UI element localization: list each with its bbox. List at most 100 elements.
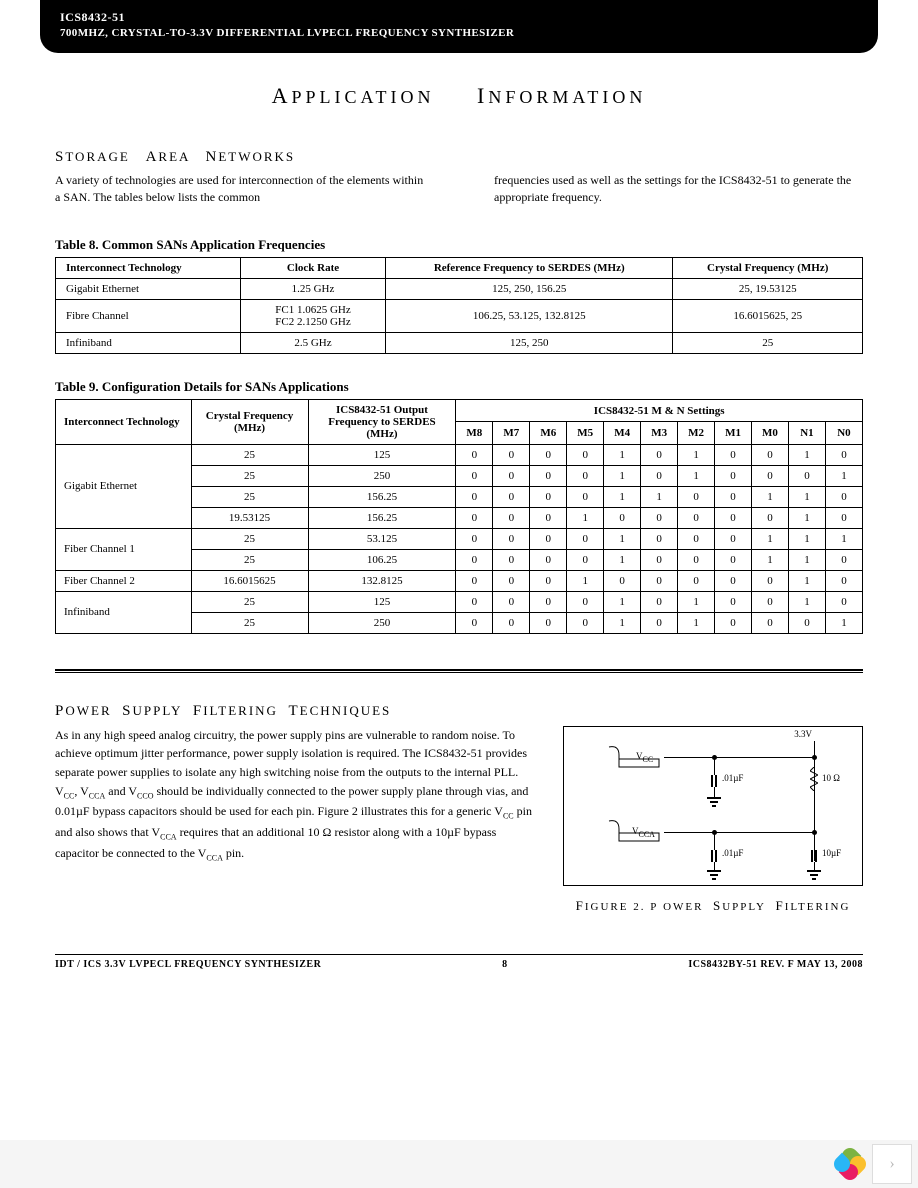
t9-bit-cell: 0 (825, 591, 862, 612)
t9-bit-cell: 0 (752, 507, 789, 528)
t9-tech-cell: Gigabit Ethernet (56, 444, 192, 528)
t9-bit-cell: 0 (825, 549, 862, 570)
next-page-button[interactable]: › (872, 1144, 912, 1184)
t9-bit-header: M4 (604, 422, 641, 445)
t8-cell: FC1 1.0625 GHz FC2 2.1250 GHz (241, 299, 386, 332)
title-word: NFORMATION (488, 87, 646, 107)
h-word: UPPLY (132, 703, 182, 718)
t9-bit-cell: 0 (715, 549, 752, 570)
t9-bit-cell: 0 (641, 444, 678, 465)
t9-tech-cell: Fiber Channel 2 (56, 570, 192, 591)
footer: IDT / ICS 3.3V LVPECL FREQUENCY SYNTHESI… (55, 954, 863, 970)
t9-bit-cell: 1 (641, 486, 678, 507)
h-word: ILTERING (203, 703, 278, 718)
t9-bit-cell: 0 (456, 528, 493, 549)
t9-bit-header: M1 (715, 422, 752, 445)
t9-bit-cell: 0 (456, 486, 493, 507)
t9-xtal-cell: 25 (191, 591, 308, 612)
viewer-toolbar: › (0, 1140, 918, 1188)
power-heading: POWER SUPPLY FILTERING TECHNIQUES (55, 703, 863, 720)
t9-bit-cell: 0 (530, 612, 567, 633)
title-word: PPLICATION (292, 87, 435, 107)
t9-bit-cell: 0 (530, 549, 567, 570)
t8-cell: 16.6015625, 25 (673, 299, 863, 332)
t9-bit-cell: 0 (567, 549, 604, 570)
h-word: OWER (65, 703, 111, 718)
figure-2: 3.3V .01µF 10 Ω (563, 726, 863, 914)
h-word: ETWORKS (218, 149, 295, 164)
t9-bit-header: M5 (567, 422, 604, 445)
t9-bit-cell: 0 (567, 465, 604, 486)
t9-bit-cell: 0 (678, 507, 715, 528)
t9-bit-cell: 0 (567, 591, 604, 612)
t9-bit-cell: 1 (567, 507, 604, 528)
t9-bit-cell: 0 (530, 528, 567, 549)
h-letter: S (55, 149, 65, 165)
t9-h-tech: Interconnect Technology (56, 399, 192, 444)
t9-out-cell: 250 (308, 612, 456, 633)
t9-bit-cell: 1 (678, 444, 715, 465)
t9-bit-cell: 0 (567, 612, 604, 633)
t8-cell: 25 (673, 332, 863, 353)
intro-left: A variety of technologies are used for i… (55, 172, 424, 207)
t9-bit-cell: 0 (493, 507, 530, 528)
t9-bit-cell: 0 (788, 465, 825, 486)
pt: requires that an additional 10 (177, 825, 320, 839)
t9-bit-header: M7 (493, 422, 530, 445)
t9-bit-cell: 0 (678, 528, 715, 549)
h-word: REA (158, 149, 189, 164)
t9-bit-cell: 1 (567, 570, 604, 591)
t9-bit-cell: 0 (530, 486, 567, 507)
t9-xtal-cell: 25 (191, 549, 308, 570)
t9-bit-header: M0 (752, 422, 789, 445)
t9-bit-cell: 0 (493, 465, 530, 486)
t8-cell: 106.25, 53.125, 132.8125 (386, 299, 673, 332)
fc: 2. P (633, 901, 658, 913)
t9-bit-cell: 1 (788, 507, 825, 528)
t9-bit-cell: 1 (752, 549, 789, 570)
t9-bit-cell: 0 (641, 570, 678, 591)
t9-out-cell: 132.8125 (308, 570, 456, 591)
t9-bit-cell: 1 (788, 591, 825, 612)
t9-bit-cell: 1 (788, 444, 825, 465)
header-subtitle: 700MHZ, CRYSTAL-TO-3.3V DIFFERENTIAL LVP… (60, 27, 858, 39)
intro-columns: A variety of technologies are used for i… (55, 172, 863, 207)
t9-bit-header: M2 (678, 422, 715, 445)
t9-bit-cell: 0 (493, 528, 530, 549)
t9-bit-cell: 1 (788, 528, 825, 549)
t9-bit-cell: 0 (530, 591, 567, 612)
fig-label-r1: 10 Ω (822, 773, 840, 783)
t9-bit-cell: 1 (604, 444, 641, 465)
t9-xtal-cell: 25 (191, 465, 308, 486)
t9-bit-cell: 1 (678, 612, 715, 633)
t8-cell: 125, 250 (386, 332, 673, 353)
t9-bit-cell: 0 (604, 570, 641, 591)
t9-bit-cell: 1 (752, 528, 789, 549)
t9-bit-cell: 1 (825, 465, 862, 486)
t9-bit-cell: 1 (788, 549, 825, 570)
t9-h-xtal: Crystal Frequency (MHz) (191, 399, 308, 444)
t9-xtal-cell: 19.53125 (191, 507, 308, 528)
t9-h-out: ICS8432-51 Output Frequency to SERDES (M… (308, 399, 456, 444)
t9-bit-header: M6 (530, 422, 567, 445)
pt: pin. (223, 846, 244, 860)
t9-bit-cell: 0 (493, 570, 530, 591)
t9-bit-cell: 0 (530, 570, 567, 591)
viewer-logo-icon (832, 1146, 868, 1182)
t9-bit-cell: 0 (825, 486, 862, 507)
table9: Interconnect Technology Crystal Frequenc… (55, 399, 863, 634)
t9-bit-cell: 1 (678, 465, 715, 486)
t8-cell: 25, 19.53125 (673, 278, 863, 299)
t9-bit-cell: 0 (456, 612, 493, 633)
fig-label-c3: 10µF (822, 848, 841, 858)
section-divider (55, 669, 863, 673)
t9-bit-cell: 0 (567, 486, 604, 507)
h-letter: T (288, 703, 299, 719)
t9-bit-cell: 0 (752, 570, 789, 591)
t9-out-cell: 156.25 (308, 507, 456, 528)
t9-bit-cell: 0 (678, 570, 715, 591)
fc: IGURE (585, 901, 629, 913)
t9-bit-cell: 0 (641, 549, 678, 570)
t8-cell: Infiniband (56, 332, 241, 353)
t9-bit-cell: 0 (530, 507, 567, 528)
